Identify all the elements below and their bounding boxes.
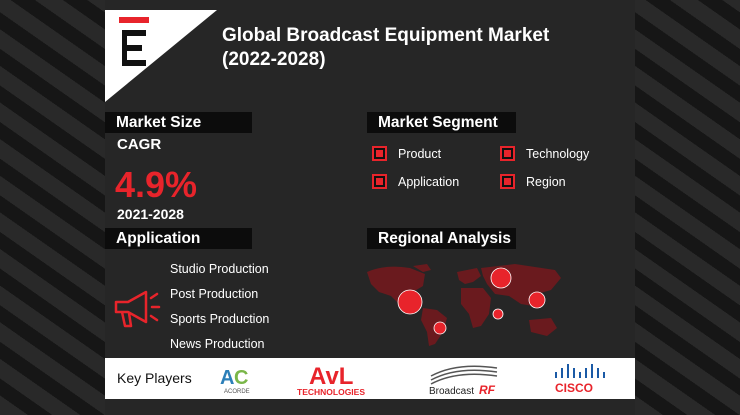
application-item: Post Production [170, 287, 259, 301]
application-item: Studio Production [170, 262, 269, 276]
bullet-square-icon [372, 146, 387, 161]
application-item: News Production [170, 337, 265, 351]
key-players-bar: Key Players A C ACORDE AvL TECHNOLOGIES … [105, 358, 635, 399]
background-left [0, 0, 105, 415]
region-bubble [433, 321, 447, 335]
megaphone-icon [114, 290, 161, 328]
svg-text:Broadcast: Broadcast [429, 386, 474, 397]
title-line-1: Global Broadcast Equipment Market [222, 25, 550, 46]
svg-text:CISCO: CISCO [555, 381, 593, 395]
key-players-label: Key Players [117, 370, 192, 386]
region-bubble [490, 267, 512, 289]
segment-item: Application [372, 174, 459, 189]
segment-item: Region [500, 174, 566, 189]
logo-e-icon [119, 17, 149, 66]
market-segment-heading: Market Segment [367, 112, 516, 133]
application-heading: Application [105, 228, 252, 249]
region-bubble [397, 289, 423, 315]
segment-label: Application [398, 174, 460, 189]
broadcast-rf-logo: Broadcast RF [429, 365, 498, 397]
title-line-2: (2022-2028) [222, 49, 326, 70]
region-bubble [528, 291, 546, 309]
application-item: Sports Production [170, 312, 270, 326]
background-right [635, 0, 740, 415]
region-bubble [492, 308, 504, 320]
bullet-square-icon [500, 174, 515, 189]
market-size-heading: Market Size [105, 112, 252, 133]
cagr-value: 4.9% [115, 164, 198, 205]
svg-text:TECHNOLOGIES: TECHNOLOGIES [297, 387, 365, 397]
cagr-period: 2021-2028 [117, 206, 184, 222]
cisco-logo: CISCO [555, 364, 605, 395]
segment-label: Region [526, 174, 566, 189]
acorde-logo: A C ACORDE [220, 367, 250, 395]
svg-text:RF: RF [479, 383, 496, 397]
regional-analysis-heading: Regional Analysis [367, 228, 516, 249]
segment-label: Product [398, 146, 442, 161]
world-map-icon [367, 264, 561, 346]
svg-text:C: C [234, 367, 248, 389]
svg-text:AvL: AvL [309, 363, 353, 390]
avl-technologies-logo: AvL TECHNOLOGIES [297, 363, 365, 397]
bullet-square-icon [372, 174, 387, 189]
segment-label: Technology [526, 146, 590, 161]
cagr-label: CAGR [117, 136, 162, 153]
bullet-square-icon [500, 146, 515, 161]
svg-text:A: A [220, 367, 234, 389]
svg-text:ACORDE: ACORDE [224, 389, 250, 395]
page-title: Global Broadcast Equipment Market (2022-… [222, 24, 622, 72]
segment-item: Technology [500, 146, 589, 161]
segment-item: Product [372, 146, 441, 161]
